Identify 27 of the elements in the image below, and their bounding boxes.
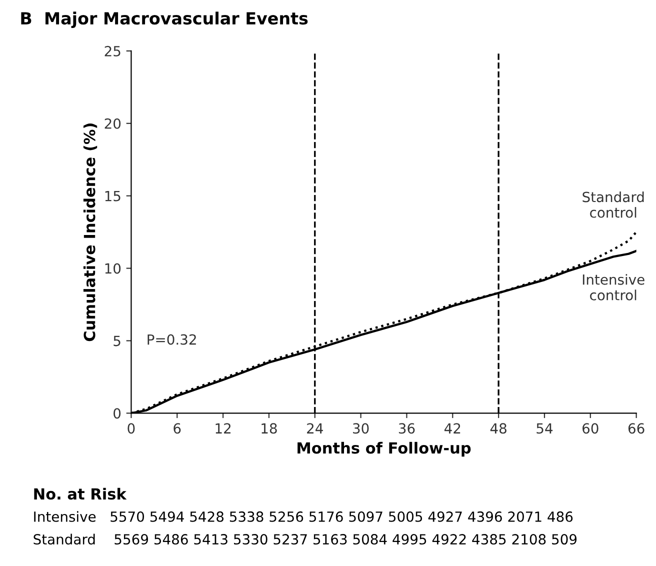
x-tick-label: 42 bbox=[444, 423, 460, 434]
x-tick-label: 60 bbox=[582, 423, 598, 434]
y-tick-label: 25 bbox=[104, 46, 120, 56]
x-tick-label: 18 bbox=[262, 423, 277, 434]
x-tick-label: 12 bbox=[216, 423, 230, 434]
x-tick-label: 48 bbox=[490, 423, 506, 434]
y-tick-label: 15 bbox=[105, 190, 120, 202]
series-label: Standard control bbox=[582, 191, 644, 218]
annotation: P=0.32 bbox=[148, 334, 196, 345]
x-tick-label: 54 bbox=[536, 423, 553, 434]
x-tick-label: 30 bbox=[353, 423, 369, 434]
y-tick-label: 5 bbox=[114, 336, 120, 346]
y-tick-label: 0 bbox=[114, 408, 121, 419]
x-axis-title: Months of Follow-up bbox=[298, 442, 471, 457]
x-tick-label: 24 bbox=[307, 423, 323, 434]
series-label: Intensive control bbox=[582, 274, 644, 300]
chart-title: B Major Macrovascular Events bbox=[21, 12, 308, 28]
y-axis-title: Cumulative Incidence (%) bbox=[83, 124, 98, 342]
x-tick-label: 66 bbox=[628, 423, 644, 434]
text: Intensive 5570 5494 5428 5338 5256 5176 5097 5005 4927 4396 2071 486 bbox=[34, 511, 573, 522]
y-tick-label: 10 bbox=[105, 263, 121, 274]
x-tick-label: 36 bbox=[398, 423, 415, 434]
text: No. at Risk bbox=[34, 488, 127, 500]
y-tick-label: 20 bbox=[104, 118, 121, 129]
text: Standard 5569 5486 5413 5330 5237 5163 5084 4995 4922 4385 2108 509 bbox=[34, 534, 577, 545]
x-tick-label: 6 bbox=[174, 423, 181, 434]
x-tick-label: 0 bbox=[128, 423, 135, 434]
